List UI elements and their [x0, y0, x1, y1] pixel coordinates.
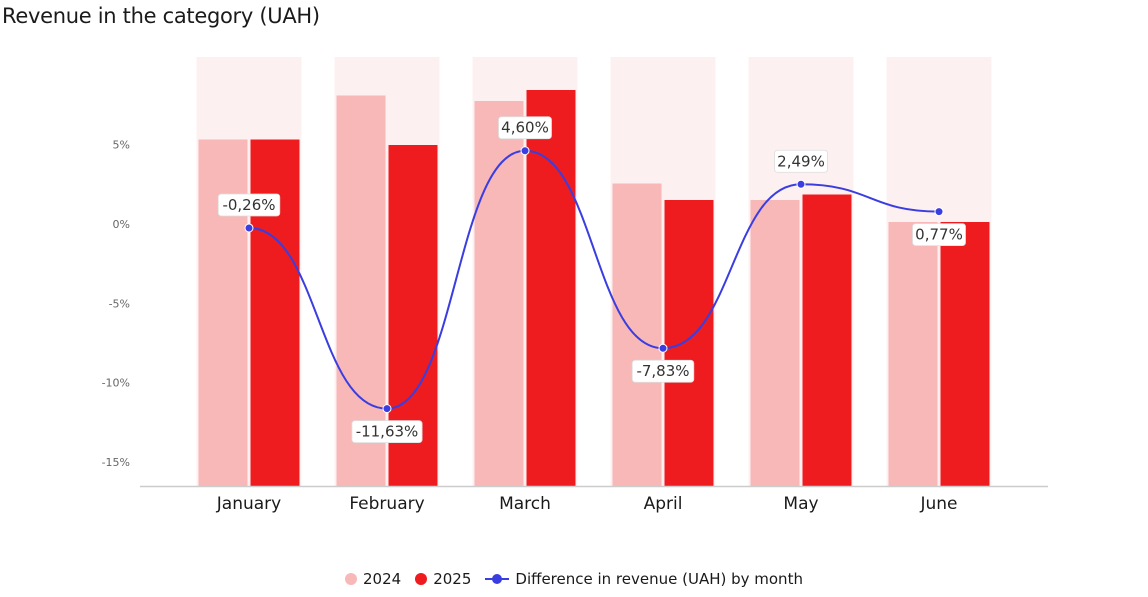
- difference-point-march: [520, 146, 530, 156]
- x-tick-label-june: June: [919, 494, 957, 514]
- legend-label-2025: 2025: [433, 570, 472, 588]
- bar-2024-june: [888, 222, 938, 486]
- legend-label-2024: 2024: [363, 570, 402, 588]
- data-label-box: [217, 193, 281, 217]
- chart-title: Revenue in the category (UAH): [2, 4, 320, 28]
- difference-point-january: [244, 223, 254, 233]
- legend-item-2025[interactable]: 2025: [415, 570, 471, 588]
- bar-2024-march: [474, 101, 524, 486]
- data-labels: -0,26% -11,63% 4,60% -7,83% 2,49% 0,77%: [217, 116, 966, 444]
- data-label-february: -11,63%: [351, 420, 423, 444]
- difference-point-may: [796, 179, 806, 189]
- bar-2025-january: [250, 139, 300, 486]
- bar-2024-may: [750, 200, 800, 486]
- legend-label-difference: Difference in revenue (UAH) by month: [515, 570, 803, 588]
- background-bands: [196, 57, 992, 486]
- data-label-box: [498, 116, 552, 140]
- y-tick-label--15-: -15%: [102, 456, 130, 469]
- bar-2024-april: [612, 183, 662, 486]
- x-tick-label-april: April: [644, 494, 683, 514]
- data-label-april: -7,83%: [631, 359, 695, 383]
- data-label-text: -0,26%: [222, 196, 275, 214]
- x-tick-label-may: May: [783, 494, 818, 514]
- axes: January February March April May June 5% 0% -5% -…: [102, 138, 1048, 514]
- data-label-text: 2,49%: [777, 152, 825, 170]
- y-tick-label--10-: -10%: [102, 377, 130, 390]
- data-label-text: -11,63%: [356, 423, 419, 441]
- data-label-box: [631, 359, 695, 383]
- y-tick-label-0-: 0%: [113, 218, 130, 231]
- bar-2025-april: [664, 200, 714, 486]
- legend-marker-2024: [345, 573, 358, 585]
- x-tick-label-march: March: [499, 494, 551, 514]
- x-tick-label-february: February: [349, 494, 424, 514]
- data-label-text: -7,83%: [636, 362, 689, 380]
- y-tick-label--5-: -5%: [109, 297, 130, 310]
- data-label-january: -0,26%: [217, 193, 281, 217]
- data-label-june: 0,77%: [912, 223, 966, 246]
- data-label-box: [774, 149, 828, 173]
- data-label-may: 2,49%: [774, 149, 828, 173]
- data-label-march: 4,60%: [498, 116, 552, 140]
- difference-line-group: [244, 146, 944, 414]
- data-label-text: 0,77%: [915, 226, 963, 244]
- y-tick-label-5-: 5%: [113, 138, 130, 151]
- difference-point-april: [658, 343, 668, 353]
- bars: [198, 90, 990, 486]
- legend-marker-2025: [415, 573, 428, 585]
- bar-2024-january: [198, 139, 248, 486]
- difference-point-june: [934, 207, 944, 217]
- difference-point-february: [382, 404, 392, 414]
- legend-item-difference[interactable]: Difference in revenue (UAH) by month: [485, 570, 803, 588]
- bar-2025-may: [802, 194, 852, 486]
- data-label-box: [351, 420, 423, 444]
- data-label-text: 4,60%: [501, 119, 549, 137]
- bar-2025-june: [940, 222, 990, 486]
- x-tick-label-january: January: [216, 494, 281, 514]
- bar-2025-march: [526, 90, 576, 486]
- chart-legend: 2024 2025 Difference in revenue (UAH) by…: [0, 570, 1148, 588]
- data-label-box: [912, 223, 966, 246]
- legend-marker-difference: [485, 573, 510, 585]
- chart-plot-area: January February March April May June 5% 0% -5% -…: [102, 57, 1048, 514]
- legend-item-2024[interactable]: 2024: [345, 570, 401, 588]
